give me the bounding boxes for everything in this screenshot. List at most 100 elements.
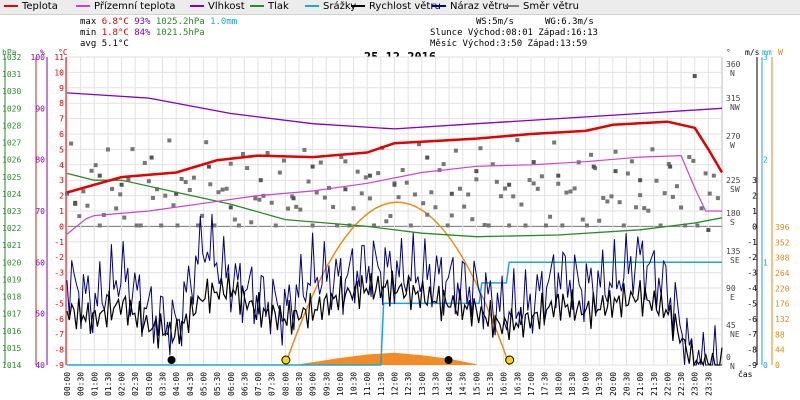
axis-hpa-tick: 1014 [2,361,21,370]
axis-degc-tick: -5 [54,299,64,308]
axis-hpa-tick: 1029 [2,104,21,113]
wind-dir-point [629,159,634,164]
wind-dir-point [683,223,688,228]
wind-dir-point [269,200,274,205]
x-tick-label: 00:30 [77,372,86,396]
axis-degc-tick: 2 [59,192,64,201]
stat-min-press: 1021.5hPa [155,28,205,38]
wind-dir-point [617,200,622,205]
wind-dir-point [241,152,246,157]
x-tick-label: 14:00 [445,372,454,396]
solar-area [298,352,477,365]
series-humidity [66,92,723,130]
series-pressure [66,172,723,238]
axis-w-tick: 44 [775,346,785,355]
legend-label: Rychlost větru [369,1,441,12]
axis-ms-tick: -8 [747,346,757,355]
axis-dir-tick: NW [730,103,740,112]
wind-dir-point [654,178,659,183]
wind-dir-point [498,194,503,199]
x-tick-label: 15:30 [486,372,495,396]
wind-dir-point [591,164,596,169]
axis-dir-tick: 315 [726,94,741,103]
axis-mm-label: mm [762,48,772,57]
wind-dir-point [224,186,229,191]
x-tick-label: 09:30 [322,372,331,396]
wind-dir-point [609,194,614,199]
legend-item-6: Náraz větru [432,0,509,14]
wind-dir-point [679,205,684,210]
x-tick-label: 07:00 [254,372,263,396]
axis-dir-tick: SE [730,256,740,265]
wind-dir-point [228,205,233,210]
series-temperature [66,120,724,194]
legend-swatch [305,5,319,7]
wind-dir-point [507,182,512,187]
wind-dir-point [711,173,716,178]
wind-dir-point [597,218,602,223]
axis-hpa-tick: 1015 [2,344,21,353]
wind-dir-point [179,176,184,181]
wind-dir-point [707,191,712,196]
axis-hpa-tick: 1016 [2,327,21,336]
stat-wg: WG:6.3m/s [545,17,594,27]
axis-w-tick: 264 [775,269,790,278]
series-ground-temp [66,155,722,235]
axis-w-tick: 220 [775,284,790,293]
x-tick-label: 10:00 [336,372,345,396]
wind-dir-point [605,199,610,204]
wind-dir-point [425,155,430,160]
axis-degc-tick: 1 [59,207,64,216]
wind-dir-point [97,223,102,228]
axis-hpa-tick: 1024 [2,190,21,199]
wind-dir-point [175,223,180,228]
wind-dir-point [531,181,536,186]
wind-dir-point [556,173,561,178]
axis-ms-label: m/s [745,48,760,57]
legend-item-4: Srážky [305,0,356,14]
wind-dir-point [564,190,569,195]
wind-dir-point [666,161,671,166]
stat-max-hum: 93% [134,17,151,27]
axis-ms-tick: -2 [747,253,757,262]
series-wind-speed [66,270,723,368]
wind-dir-point [453,148,458,153]
wind-dir-point [216,190,221,195]
wind-dir-point [245,166,250,171]
axis-dir-tick: 90 [726,284,736,293]
axis-w-label: W [778,48,783,57]
legend-swatch [76,5,90,7]
legend-swatch [190,5,204,7]
wind-dir-point [286,206,291,211]
wind-dir-point [699,206,704,211]
moonrise-marker [167,356,176,364]
legend-item-7: Směr větru [505,0,579,14]
wind-dir-point [208,182,213,187]
wind-dir-point [470,217,475,222]
axis-degc-tick: -1 [54,238,64,247]
x-tick-label: 04:00 [172,372,181,396]
axis-dir-tick: 270 [726,132,741,141]
wind-dir-point [228,161,233,166]
sunrise-marker [281,355,291,365]
wind-dir-point [535,186,540,191]
wind-dir-point [625,171,630,176]
wind-dir-point [715,196,720,201]
axis-degc-tick: 0 [59,222,64,231]
wind-dir-point [507,223,512,228]
axis-dir-tick: 135 [726,247,741,256]
legend-swatch [432,5,446,7]
wind-dir-point [65,191,69,196]
wind-dir-point [291,196,296,201]
x-tick-label: 07:30 [268,372,277,396]
axis-w-tick: 176 [775,300,790,309]
wind-dir-point [122,215,127,220]
legend-item-1: Přízemní teplota [76,0,176,14]
stat-max-rain: 1.0mm [210,17,238,27]
wind-dir-point [642,206,647,211]
x-tick-label: 12:00 [391,372,400,396]
wind-dir-point [691,158,696,163]
axis-degc-tick: -8 [54,346,64,355]
wind-dir-point [73,200,78,205]
